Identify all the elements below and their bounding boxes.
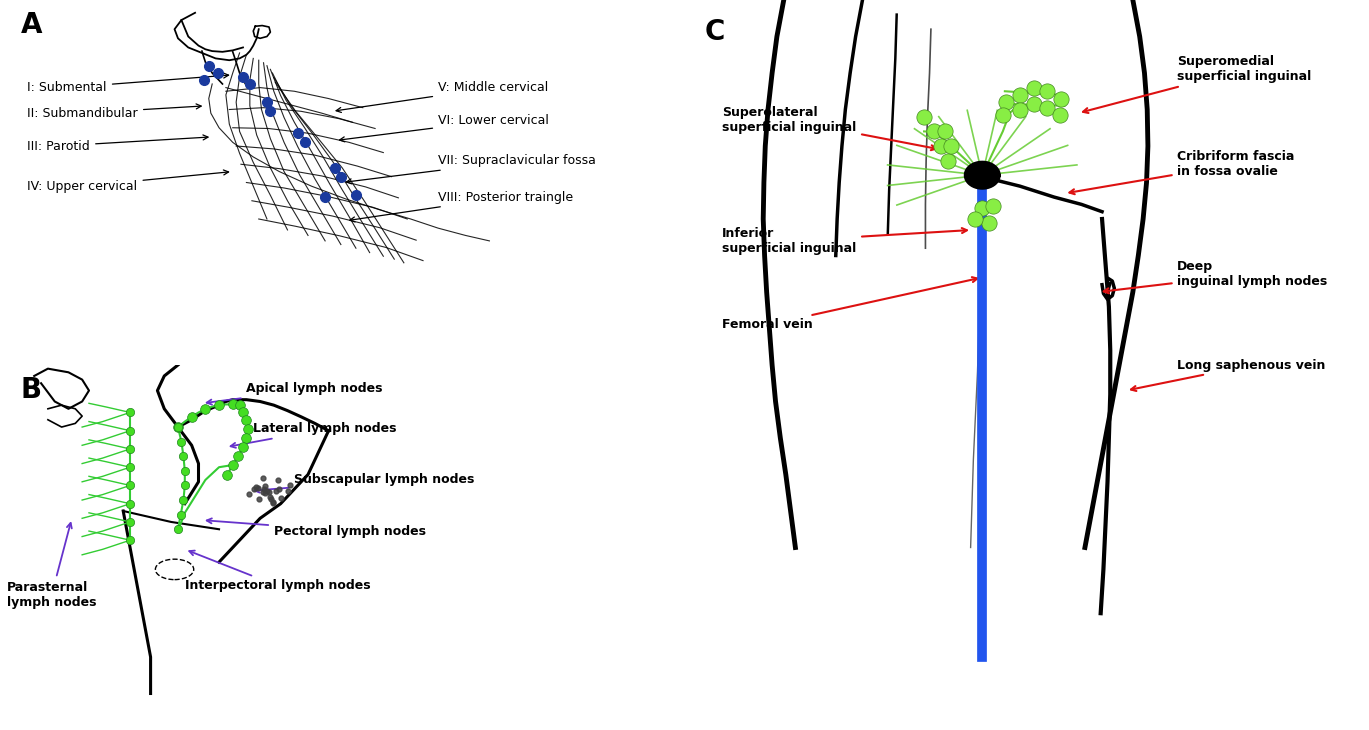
Text: C: C xyxy=(705,18,726,46)
Text: I: Submental: I: Submental xyxy=(27,73,229,94)
Text: III: Parotid: III: Parotid xyxy=(27,135,208,153)
Text: Pectoral lymph nodes: Pectoral lymph nodes xyxy=(207,518,426,537)
Text: Cribriform fascia
in fossa ovalie: Cribriform fascia in fossa ovalie xyxy=(1069,150,1295,194)
Text: B: B xyxy=(21,376,41,404)
Text: VII: Supraclavicular fossa: VII: Supraclavicular fossa xyxy=(346,154,596,184)
Text: Femoral vein: Femoral vein xyxy=(723,277,977,331)
Text: V: Middle cervical: V: Middle cervical xyxy=(337,81,549,112)
Text: Inferior
superficial inguinal: Inferior superficial inguinal xyxy=(723,227,967,255)
Text: Parasternal
lymph nodes: Parasternal lymph nodes xyxy=(7,523,96,609)
Polygon shape xyxy=(965,162,999,188)
Text: Deep
inguinal lymph nodes: Deep inguinal lymph nodes xyxy=(1103,260,1328,293)
Text: Superomedial
superficial inguinal: Superomedial superficial inguinal xyxy=(1083,55,1312,113)
Text: Interpectoral lymph nodes: Interpectoral lymph nodes xyxy=(185,550,371,592)
Text: Subscapular lymph nodes: Subscapular lymph nodes xyxy=(255,474,475,493)
Text: A: A xyxy=(21,11,42,39)
Text: VIII: Posterior traingle: VIII: Posterior traingle xyxy=(350,191,574,222)
Text: VI: Lower cervical: VI: Lower cervical xyxy=(340,114,549,142)
Text: Lateral lymph nodes: Lateral lymph nodes xyxy=(230,423,397,447)
Text: IV: Upper cervical: IV: Upper cervical xyxy=(27,170,229,193)
Text: Long saphenous vein: Long saphenous vein xyxy=(1131,358,1325,391)
Text: Apical lymph nodes: Apical lymph nodes xyxy=(207,383,383,404)
Text: II: Submandibular: II: Submandibular xyxy=(27,104,201,120)
Text: Superolateral
superficial inguinal: Superolateral superficial inguinal xyxy=(723,107,936,150)
